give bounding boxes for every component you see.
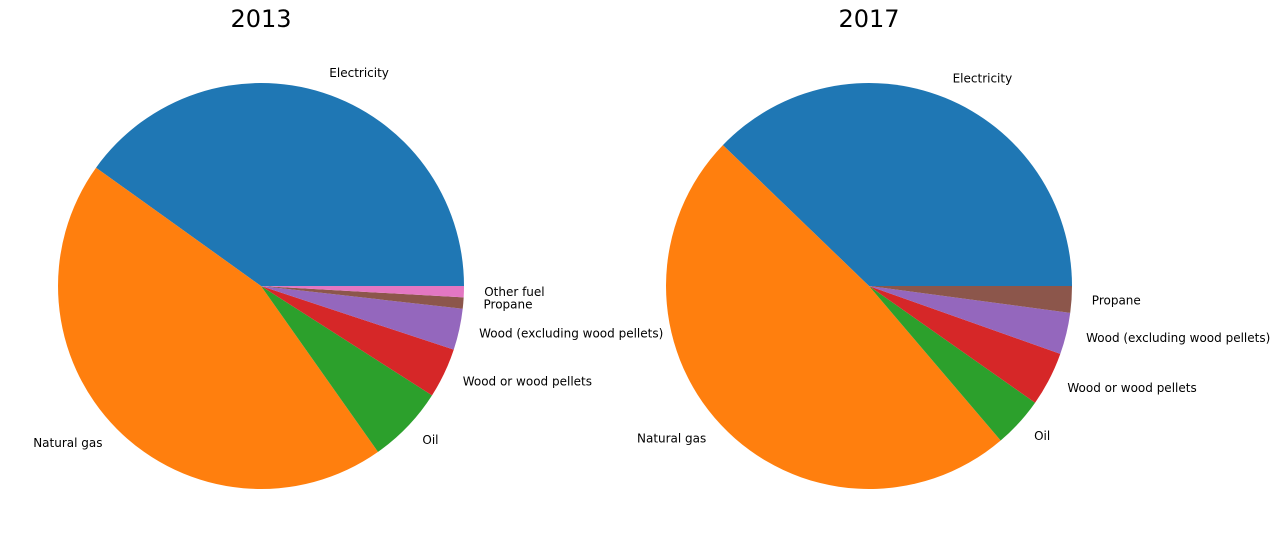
pie-label-propane: Propane bbox=[1092, 293, 1141, 307]
pie-slice-propane bbox=[869, 286, 1072, 313]
pie-label-electricity: Electricity bbox=[329, 66, 389, 80]
pie-chart-2017: 2017 Electricity Natural gas Oil Wood or wo… bbox=[637, 5, 1270, 489]
pie-label-natural-gas: Natural gas bbox=[637, 432, 706, 446]
pie-slices-2017 bbox=[666, 83, 1072, 489]
pie-slice-wood-or-wood-pellets bbox=[869, 286, 1061, 403]
pie-label-wood-excluding-wood-pellets: Wood (excluding wood pellets) bbox=[1086, 331, 1270, 345]
pie-slice-wood-excluding-wood-pellets bbox=[869, 286, 1071, 354]
chart-title-2013: 2013 bbox=[230, 5, 291, 33]
pie-label-electricity: Electricity bbox=[953, 71, 1013, 85]
pie-slice-other-fuel bbox=[261, 286, 464, 298]
pie-slice-wood-excluding-wood-pellets bbox=[261, 286, 463, 350]
pie-label-wood-excluding-wood-pellets: Wood (excluding wood pellets) bbox=[479, 326, 663, 340]
pie-labels-2017: Electricity Natural gas Oil Wood or wood pe… bbox=[637, 71, 1270, 445]
pie-label-oil: Oil bbox=[1034, 429, 1050, 443]
pie-slice-propane bbox=[261, 286, 464, 309]
pie-slices-2013 bbox=[58, 83, 464, 489]
pie-label-oil: Oil bbox=[422, 433, 438, 447]
pie-slice-oil bbox=[261, 286, 433, 452]
chart-title-2017: 2017 bbox=[838, 5, 899, 33]
pie-labels-2013: Electricity Natural gas Oil Wood or wood pe… bbox=[33, 66, 663, 450]
pie-slice-wood-or-wood-pellets bbox=[261, 286, 454, 396]
pie-slice-natural-gas bbox=[666, 145, 1001, 489]
pie-label-propane: Propane bbox=[484, 297, 533, 311]
pie-label-wood-or-wood-pellets: Wood or wood pellets bbox=[463, 374, 592, 388]
pie-slice-electricity bbox=[722, 83, 1072, 286]
pie-slice-oil bbox=[869, 286, 1036, 441]
pie-label-natural-gas: Natural gas bbox=[33, 436, 102, 450]
pie-chart-2013: 2013 Electricity Natural gas Oil Wood or wo… bbox=[33, 5, 663, 489]
pie-label-other-fuel: Other fuel bbox=[484, 285, 544, 299]
pie-slice-natural-gas bbox=[58, 167, 379, 489]
pie-slice-electricity bbox=[96, 83, 464, 286]
pie-label-wood-or-wood-pellets: Wood or wood pellets bbox=[1067, 381, 1196, 395]
